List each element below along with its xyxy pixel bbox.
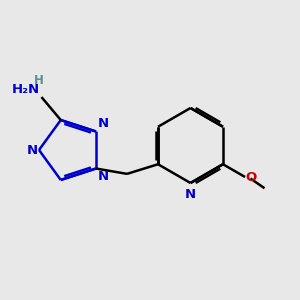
Text: N: N: [98, 117, 109, 130]
Text: O: O: [246, 170, 257, 184]
Text: H: H: [34, 74, 44, 87]
Text: H₂N: H₂N: [12, 82, 40, 96]
Text: N: N: [185, 188, 196, 200]
Text: N: N: [26, 143, 38, 157]
Text: N: N: [98, 170, 109, 183]
